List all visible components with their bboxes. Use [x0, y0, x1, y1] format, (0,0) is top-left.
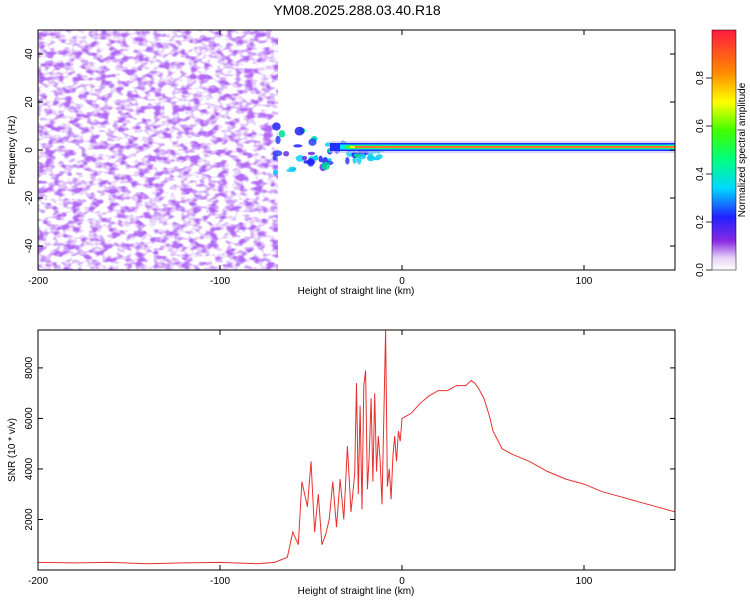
- colorbar-label: Normalized spectral amplitude: [737, 82, 748, 217]
- spectrogram-axes: -200 -100 0 100 40 20 0 -20 -40: [24, 30, 675, 287]
- transition-blob: [307, 151, 316, 156]
- transition-blob: [295, 154, 305, 162]
- transition-blob: [272, 154, 277, 161]
- transition-blob: [283, 150, 290, 157]
- noise-region: [38, 30, 278, 270]
- colorbar-tick-label: 0.0: [695, 263, 706, 277]
- snr-x-label: Height of straight line (km): [298, 586, 415, 597]
- snr-x-tick-label: -200: [28, 576, 48, 587]
- transition-blob: [302, 155, 308, 161]
- transition-blob: [286, 168, 296, 173]
- snr-axes: -200 -100 0 100 2000 4000 6000 8000: [24, 330, 675, 587]
- snr-y-tick-label: 2000: [24, 508, 35, 531]
- transition-blob: [321, 161, 331, 171]
- transition-blob: [353, 153, 361, 158]
- transition-blob: [294, 126, 305, 136]
- colorbar-tick-label: 0.8: [695, 71, 706, 85]
- chart-title: YM08.2025.288.03.40.R18: [273, 2, 441, 18]
- colorbar-frame: [711, 29, 737, 271]
- line-core: [355, 146, 675, 148]
- spectrogram-y-tick-label: 20: [24, 96, 35, 108]
- snr-y-tick-label: 4000: [24, 457, 35, 480]
- spectrogram-y-tick-label: 0: [24, 147, 35, 153]
- colorbar-tick-label: 0.2: [695, 215, 706, 229]
- snr-series-line: [38, 330, 675, 565]
- snr-y-label: SNR (10 * v/v): [7, 418, 18, 482]
- colorbar-gradient: [712, 30, 736, 270]
- transition-blob: [375, 154, 383, 159]
- colorbar: 0.0 0.2 0.4 0.6 0.8 Normalized spectral ampl…: [695, 29, 748, 277]
- spectrogram-x-tick-label: -200: [28, 276, 48, 287]
- transition-blob: [272, 169, 278, 176]
- spectrogram-y-tick-label: -20: [24, 190, 35, 205]
- transition-blob: [308, 138, 317, 146]
- snr-x-tick-label: 100: [576, 576, 593, 587]
- transition-blob: [303, 160, 308, 164]
- snr-y-tick-label: 6000: [24, 407, 35, 430]
- spectrogram-x-tick-label: 0: [399, 276, 405, 287]
- transition-blob: [345, 156, 350, 165]
- transition-blob: [313, 155, 318, 161]
- snr-x-tick-label: -100: [210, 576, 230, 587]
- spectrogram-x-tick-label: 100: [576, 276, 593, 287]
- spectrogram-y-tick-label: -40: [24, 238, 35, 253]
- snr-frame: [37, 329, 676, 571]
- snr-background: [38, 330, 675, 570]
- transition-blob: [318, 155, 323, 163]
- transition-blob: [293, 144, 303, 148]
- snr-panel: -200 -100 0 100 2000 4000 6000 8000 Height of s…: [7, 329, 676, 597]
- spectrogram-x-tick-label: -100: [210, 276, 230, 287]
- transition-blob: [275, 135, 281, 145]
- spectrogram-y-label: Frequency (Hz): [7, 116, 18, 185]
- transition-blob: [278, 130, 286, 138]
- transition-blob: [272, 122, 281, 131]
- transition-blob: [367, 153, 374, 160]
- spectrogram-panel: -200 -100 0 100 40 20 0 -20 -40 Height of straig…: [7, 29, 676, 297]
- snr-x-tick-label: 0: [399, 576, 405, 587]
- snr-y-tick-label: 8000: [24, 356, 35, 379]
- colorbar-tick-label: 0.6: [695, 119, 706, 133]
- spectrogram-y-tick-label: 40: [24, 48, 35, 60]
- transition-blob: [352, 156, 357, 164]
- colorbar-tick-label: 0.4: [695, 167, 706, 181]
- transition-blob: [327, 158, 332, 162]
- transition-blob: [307, 158, 315, 167]
- spectrogram-x-label: Height of straight line (km): [298, 286, 415, 297]
- colorbar-ticks: 0.0 0.2 0.4 0.6 0.8: [695, 71, 712, 277]
